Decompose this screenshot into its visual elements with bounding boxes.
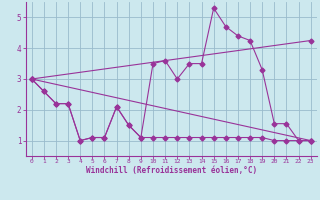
X-axis label: Windchill (Refroidissement éolien,°C): Windchill (Refroidissement éolien,°C) xyxy=(86,166,257,175)
